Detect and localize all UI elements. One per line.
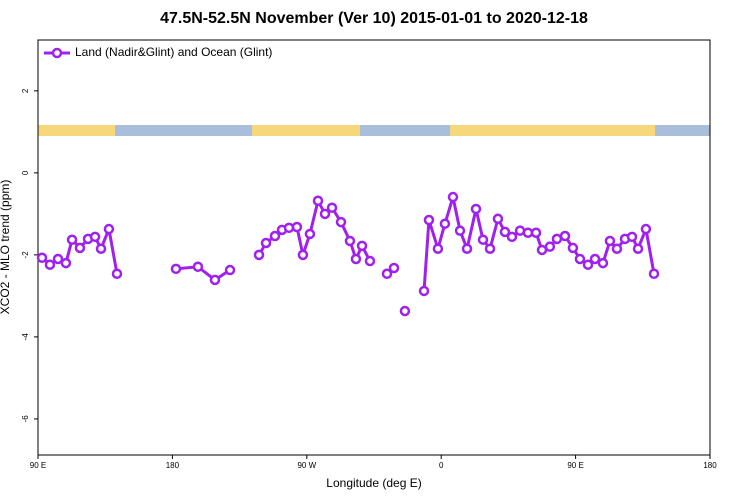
point (582, 259, 594, 270)
point (335, 216, 347, 228)
point (66, 234, 78, 245)
point (89, 231, 101, 243)
point (492, 213, 504, 225)
y-tick-label: -4 (21, 333, 30, 341)
point (319, 208, 331, 220)
point (224, 264, 236, 276)
point (111, 268, 123, 279)
point (530, 227, 542, 238)
point (344, 235, 356, 247)
point (170, 263, 182, 275)
point (74, 242, 86, 254)
point (356, 240, 368, 252)
point (506, 231, 518, 243)
point (551, 233, 563, 245)
point (364, 255, 376, 267)
point (291, 221, 303, 233)
x-tick-label: 180 (703, 461, 717, 470)
y-tick-label: -2 (21, 251, 30, 259)
chart-title: 47.5N-52.5N November (Ver 10) 2015-01-01… (160, 10, 588, 27)
x-tick-label: 90 E (567, 461, 583, 470)
point (253, 249, 265, 261)
point (484, 243, 496, 254)
point (454, 225, 466, 236)
x-tick-label: 90 E (30, 461, 46, 470)
point (640, 223, 652, 235)
point (439, 218, 451, 229)
point (388, 262, 400, 274)
point (52, 253, 64, 265)
point (304, 228, 316, 240)
point (399, 305, 411, 317)
point (269, 230, 281, 242)
point (559, 230, 571, 242)
land-ocean-strip (38, 125, 710, 136)
point (499, 226, 511, 238)
y-tick-label: 0 (21, 170, 30, 175)
legend-label: Land (Nadir&Glint) and Ocean (Glint) (75, 45, 272, 59)
point (604, 235, 616, 247)
point (461, 243, 473, 254)
point (209, 274, 221, 286)
point (192, 261, 204, 273)
point (350, 253, 362, 265)
y-tick-label: -6 (21, 415, 30, 423)
point (447, 191, 459, 203)
point (103, 223, 115, 235)
legend-marker (51, 47, 63, 59)
point (423, 214, 435, 226)
point (60, 257, 72, 269)
point (418, 285, 430, 297)
plot-frame (37, 39, 711, 456)
point (326, 202, 338, 213)
x-tick-label: 180 (166, 461, 180, 470)
point (381, 268, 393, 279)
point (36, 252, 48, 264)
point (589, 253, 601, 265)
point (648, 268, 660, 279)
point (260, 237, 272, 249)
point (626, 231, 638, 243)
point (522, 227, 534, 238)
point (95, 243, 107, 254)
x-axis-label: Longitude (deg E) (326, 476, 421, 490)
x-tick-label: 90 W (297, 461, 316, 470)
point (432, 243, 444, 254)
y-axis-label: XCO2 - MLO trend (ppm) (0, 180, 12, 315)
point (44, 259, 56, 270)
point (470, 203, 482, 215)
point (297, 249, 309, 261)
y-tick-label: 2 (21, 88, 30, 93)
point (477, 234, 489, 245)
point (632, 243, 644, 254)
point (574, 253, 586, 265)
point (611, 243, 623, 254)
point (567, 242, 579, 254)
x-tick-label: 0 (439, 461, 444, 470)
point (597, 257, 609, 269)
point (312, 195, 324, 207)
point (544, 241, 556, 252)
